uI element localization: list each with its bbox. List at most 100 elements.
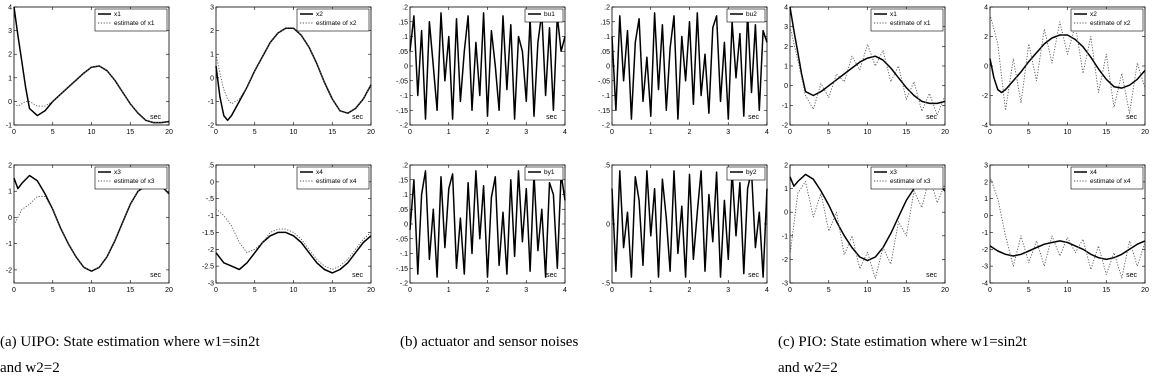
y-tick-label: 0 <box>8 99 12 106</box>
y-tick-label: -.15 <box>396 266 408 273</box>
y-tick-label: 4 <box>984 5 988 12</box>
x-tick-label: 1 <box>447 129 451 136</box>
x-tick-label: 15 <box>328 287 336 294</box>
legend-label: x2 <box>316 11 323 18</box>
legend-box <box>296 8 370 32</box>
y-tick-label: -.5 <box>602 281 610 288</box>
legend-box <box>94 8 168 32</box>
y-tick-label: -3 <box>982 264 988 271</box>
y-tick-label: 1 <box>8 189 12 196</box>
legend-box <box>1070 8 1144 32</box>
y-tick-label: -2 <box>982 247 988 254</box>
y-tick-label: -.15 <box>598 108 610 115</box>
y-tick-label: -1 <box>982 230 988 237</box>
x-tick-label: 0 <box>988 287 992 294</box>
y-tick-label: .15 <box>398 19 408 26</box>
caption-a-line1: (a) UIPO: State estimation where w1=sin2… <box>0 334 260 350</box>
x-tick-label: 20 <box>165 287 173 294</box>
y-tick-label: .05 <box>398 49 408 56</box>
chart-c-x1: 0 5 10 15 20 -2 -1 0 1 2 3 4 sec x1 estimate of x1 <box>782 5 949 137</box>
x-tick-label: 4 <box>765 129 769 136</box>
y-tick-label: 2 <box>784 163 788 170</box>
legend-box <box>524 8 564 23</box>
x-tick-label: 15 <box>1102 129 1110 136</box>
y-tick-label: .5 <box>604 163 610 170</box>
y-tick-label: .1 <box>402 192 408 199</box>
x-tick-label: 3 <box>524 129 528 136</box>
legend-label: x3 <box>890 169 897 176</box>
x-tick-label: 5 <box>253 287 257 294</box>
x-tick-label: 15 <box>328 129 336 136</box>
y-tick-label: -.2 <box>602 123 610 130</box>
x-tick-label: 15 <box>1102 287 1110 294</box>
series-line <box>989 240 1146 261</box>
y-tick-label: -.05 <box>396 78 408 85</box>
chart-a-x2: 0 5 10 15 20 -2 -1 0 1 2 3 sec x2 estimate of x2 <box>208 5 375 137</box>
x-tick-label: 0 <box>12 287 16 294</box>
series-line <box>989 34 1146 94</box>
x-tick-label: 4 <box>563 129 567 136</box>
caption-c: (c) PIO: State estimation where w1=sin2t… <box>778 329 1027 381</box>
x-tick-label: 1 <box>649 129 653 136</box>
x-tick-label: 0 <box>408 287 412 294</box>
y-tick-label: 0 <box>784 210 788 217</box>
y-tick-label: 0 <box>784 83 788 90</box>
series-line <box>789 176 946 279</box>
legend-box <box>726 166 766 181</box>
y-tick-label: -.1 <box>400 251 408 258</box>
y-tick-label: 2 <box>8 52 12 59</box>
y-tick-label: 2 <box>8 163 12 170</box>
y-tick-label: -3 <box>208 281 214 288</box>
x-tick-label: 20 <box>165 129 173 136</box>
x-tick-label: 10 <box>864 129 872 136</box>
x-tick-label: 3 <box>726 129 730 136</box>
y-tick-label: 0 <box>210 179 214 186</box>
x-unit-label: sec <box>748 272 759 279</box>
x-tick-label: 15 <box>126 129 134 136</box>
series-line <box>13 182 170 272</box>
x-tick-label: 20 <box>367 287 375 294</box>
x-unit-label: sec <box>1126 272 1137 279</box>
series-line <box>611 12 768 120</box>
legend-box <box>726 8 766 23</box>
legend-label: estimate of x2 <box>1090 20 1131 27</box>
x-tick-label: 5 <box>827 129 831 136</box>
y-tick-label: 2 <box>784 44 788 51</box>
legend-label: x4 <box>316 169 323 176</box>
chart-a-x4: 0 5 10 15 20 -3 -2.5 -2 -1.5 -1 -.5 0 .5 sec x4 estimat… <box>202 163 375 295</box>
y-tick-label: 2 <box>984 34 988 41</box>
series-line <box>989 14 1146 114</box>
y-tick-label: -.1 <box>602 93 610 100</box>
x-tick-label: 5 <box>51 129 55 136</box>
legend-label: x3 <box>114 169 121 176</box>
y-tick-label: 2 <box>984 179 988 186</box>
x-tick-label: 1 <box>649 287 653 294</box>
x-unit-label: sec <box>926 114 937 121</box>
y-tick-label: -.2 <box>400 123 408 130</box>
y-tick-label: -2.5 <box>202 264 214 271</box>
y-tick-label: -4 <box>982 281 988 288</box>
legend-label: estimate of x3 <box>114 178 155 185</box>
y-tick-label: 3 <box>984 163 988 170</box>
x-tick-label: 0 <box>988 129 992 136</box>
x-tick-label: 20 <box>941 129 949 136</box>
x-unit-label: sec <box>150 114 161 121</box>
legend-label: x4 <box>1090 169 1097 176</box>
x-tick-label: 10 <box>290 129 298 136</box>
legend-label: estimate of x4 <box>1090 178 1131 185</box>
y-tick-label: 0 <box>404 64 408 71</box>
y-tick-label: -3 <box>782 281 788 288</box>
y-tick-label: -4 <box>982 123 988 130</box>
y-tick-label: -.05 <box>396 236 408 243</box>
x-tick-label: 2 <box>688 287 692 294</box>
x-unit-label: sec <box>1126 114 1137 121</box>
legend-label: x1 <box>890 11 897 18</box>
legend-label: by2 <box>746 169 757 176</box>
y-tick-label: -1.5 <box>202 230 214 237</box>
legend-label: bu2 <box>746 11 757 18</box>
series-line <box>215 27 372 114</box>
x-tick-label: 2 <box>486 129 490 136</box>
series-line <box>989 176 1146 279</box>
y-tick-label: -1 <box>6 241 12 248</box>
